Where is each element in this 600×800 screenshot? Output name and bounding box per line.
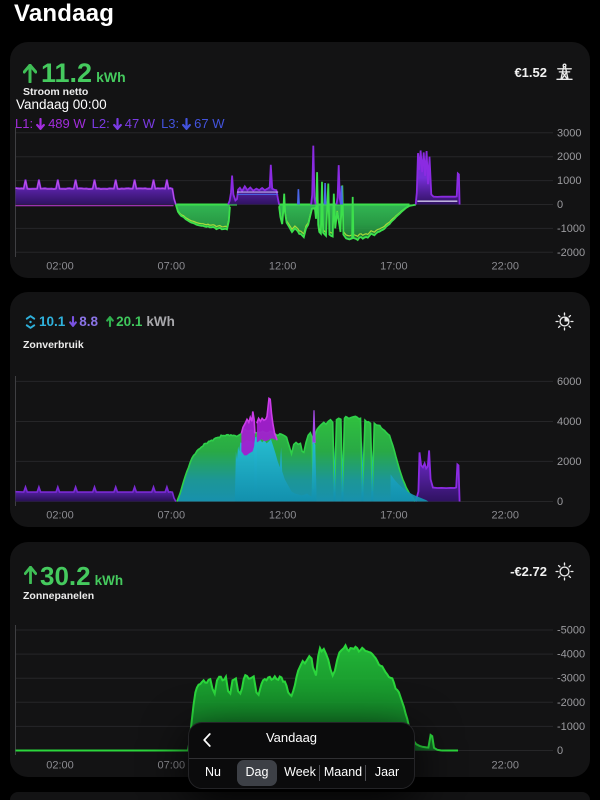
svg-text:0: 0 xyxy=(557,199,563,211)
svg-text:17:00: 17:00 xyxy=(380,510,408,522)
svg-text:17:00: 17:00 xyxy=(380,261,408,273)
svg-text:-1000: -1000 xyxy=(557,721,585,733)
svg-text:-2000: -2000 xyxy=(557,247,585,259)
svg-text:12:00: 12:00 xyxy=(269,510,297,522)
svg-text:07:00: 07:00 xyxy=(158,760,186,772)
svg-text:02:00: 02:00 xyxy=(46,510,74,522)
svg-text:-5000: -5000 xyxy=(557,625,585,637)
svg-text:6000: 6000 xyxy=(557,376,581,388)
svg-text:-1000: -1000 xyxy=(557,223,585,235)
svg-text:0: 0 xyxy=(557,745,563,757)
svg-text:0: 0 xyxy=(557,496,563,508)
svg-text:22:00: 22:00 xyxy=(491,510,519,522)
svg-text:2000: 2000 xyxy=(557,456,581,468)
svg-text:07:00: 07:00 xyxy=(158,510,186,522)
svg-text:4000: 4000 xyxy=(557,416,581,428)
svg-text:02:00: 02:00 xyxy=(46,261,74,273)
svg-text:3000: 3000 xyxy=(557,127,581,139)
svg-text:22:00: 22:00 xyxy=(491,760,519,772)
svg-text:-2000: -2000 xyxy=(557,697,585,709)
svg-text:-3000: -3000 xyxy=(557,673,585,685)
svg-text:12:00: 12:00 xyxy=(269,261,297,273)
svg-text:2000: 2000 xyxy=(557,151,581,163)
svg-text:-4000: -4000 xyxy=(557,649,585,661)
svg-text:22:00: 22:00 xyxy=(491,261,519,273)
svg-text:02:00: 02:00 xyxy=(46,760,74,772)
svg-text:1000: 1000 xyxy=(557,175,581,187)
svg-text:07:00: 07:00 xyxy=(158,261,186,273)
